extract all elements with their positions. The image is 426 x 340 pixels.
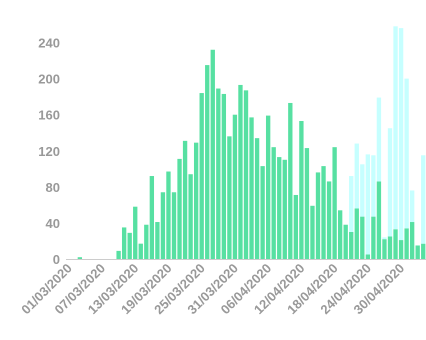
bar-confirmed bbox=[277, 157, 282, 259]
bar-confirmed bbox=[304, 148, 310, 259]
bar-confirmed bbox=[326, 181, 332, 259]
bar-confirmed bbox=[421, 243, 426, 259]
bar-confirmed bbox=[149, 176, 155, 259]
bar-confirmed bbox=[243, 90, 249, 259]
y-tick-label: 160 bbox=[38, 108, 60, 123]
bar-confirmed bbox=[210, 49, 215, 260]
bar-confirmed bbox=[221, 93, 227, 259]
bar-confirmed bbox=[77, 257, 83, 259]
bar-pending bbox=[387, 128, 393, 237]
bar-confirmed bbox=[127, 232, 132, 259]
bar-confirmed bbox=[227, 136, 232, 259]
bar-confirmed bbox=[138, 243, 143, 259]
bar-confirmed bbox=[404, 228, 409, 259]
bar-pending bbox=[421, 155, 426, 244]
bar-confirmed bbox=[387, 236, 393, 259]
bar-confirmed bbox=[177, 158, 182, 259]
bar-pending bbox=[382, 237, 387, 240]
bar-confirmed bbox=[260, 166, 265, 259]
bar-confirmed bbox=[398, 240, 404, 259]
bar-confirmed bbox=[360, 216, 365, 259]
bar-confirmed bbox=[188, 174, 193, 259]
bar-confirmed bbox=[232, 114, 238, 259]
bar-pending bbox=[349, 176, 354, 232]
bar-confirmed bbox=[160, 192, 166, 259]
bar-confirmed bbox=[116, 250, 121, 259]
bar-confirmed bbox=[121, 227, 127, 259]
bar-pending bbox=[393, 26, 398, 230]
bar-confirmed bbox=[155, 222, 160, 259]
bar-confirmed bbox=[182, 140, 188, 259]
bar-confirmed bbox=[315, 172, 321, 259]
bar-confirmed bbox=[193, 142, 199, 259]
bar-confirmed bbox=[144, 224, 149, 259]
bar-confirmed bbox=[254, 138, 260, 259]
bar-pending bbox=[398, 28, 404, 241]
bar-confirmed bbox=[199, 93, 204, 259]
y-tick-label: 240 bbox=[38, 36, 60, 51]
bar-confirmed bbox=[349, 231, 354, 259]
y-tick-label: 80 bbox=[46, 180, 60, 195]
bar-confirmed bbox=[310, 205, 315, 259]
bar-confirmed bbox=[371, 216, 376, 259]
y-tick-label: 200 bbox=[38, 72, 60, 87]
bar-pending bbox=[376, 97, 382, 182]
bar-confirmed bbox=[171, 192, 177, 259]
bar-pending bbox=[360, 164, 365, 217]
bar-confirmed bbox=[216, 88, 221, 259]
bar-confirmed bbox=[354, 208, 359, 259]
bar-confirmed bbox=[249, 117, 254, 260]
bar-confirmed bbox=[343, 224, 348, 259]
bar-confirmed bbox=[282, 159, 287, 259]
bar-pending bbox=[354, 143, 359, 209]
bar-confirmed bbox=[205, 65, 210, 259]
bar-confirmed bbox=[238, 84, 243, 259]
bar-confirmed bbox=[288, 102, 293, 259]
y-tick-label: 40 bbox=[46, 216, 60, 231]
bar-confirmed bbox=[293, 194, 299, 259]
bar-confirmed bbox=[415, 245, 420, 259]
bar-pending bbox=[409, 190, 415, 223]
y-tick-label: 0 bbox=[53, 252, 60, 267]
bar-confirmed bbox=[376, 181, 382, 259]
bar-pending bbox=[365, 154, 371, 255]
bar-confirmed bbox=[271, 147, 276, 259]
bar-confirmed bbox=[166, 171, 171, 259]
bar-confirmed bbox=[133, 206, 138, 259]
bar-confirmed bbox=[382, 239, 387, 259]
bar-confirmed bbox=[321, 166, 326, 259]
bar-pending bbox=[404, 78, 409, 229]
bar-pending bbox=[371, 155, 376, 217]
bar-confirmed bbox=[265, 115, 271, 259]
bar-confirmed bbox=[337, 210, 343, 259]
bar-confirmed bbox=[393, 229, 398, 259]
bar-confirmed bbox=[365, 254, 371, 259]
y-tick-label: 120 bbox=[38, 144, 60, 159]
bar-confirmed bbox=[299, 121, 304, 259]
bar-confirmed bbox=[409, 222, 415, 259]
bar-confirmed bbox=[332, 147, 337, 259]
